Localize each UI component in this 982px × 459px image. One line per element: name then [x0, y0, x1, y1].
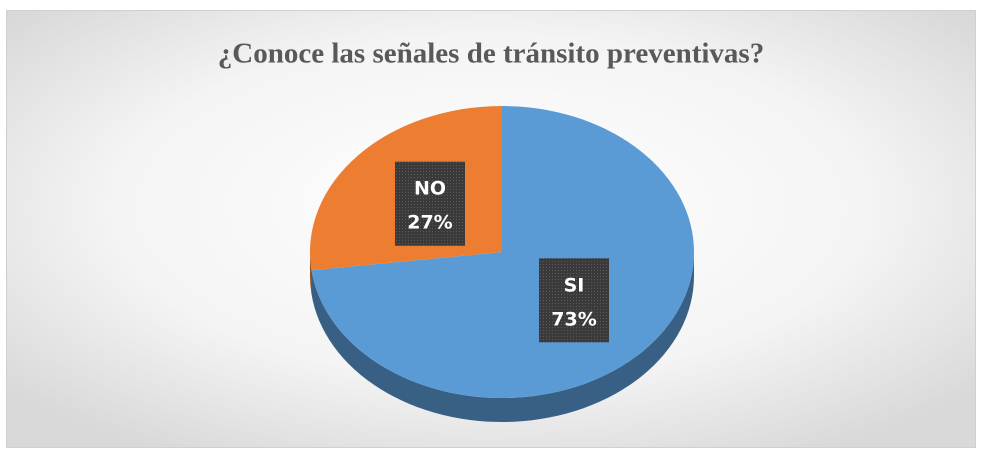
data-label-category: SI	[564, 274, 585, 296]
data-label: SI 73%	[551, 274, 596, 330]
data-label: NO 27%	[407, 178, 452, 234]
data-label-value: 73%	[551, 308, 596, 330]
pie: SI 73% NO 27%	[310, 105, 694, 423]
chart-title: ¿Conoce las señales de tránsito preventi…	[218, 38, 764, 70]
data-label-category: NO	[414, 178, 446, 200]
data-label-box	[394, 161, 465, 246]
slice-side	[310, 252, 312, 295]
data-label-value: 27%	[407, 212, 452, 234]
data-label-box	[539, 258, 610, 343]
slice-side	[311, 252, 694, 423]
